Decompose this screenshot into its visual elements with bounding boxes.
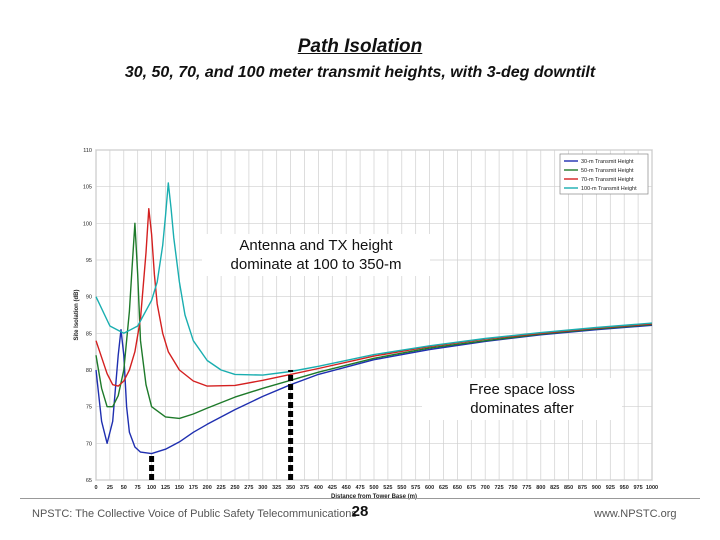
x-tick-label: 350 [286,485,295,491]
x-tick-label: 500 [369,485,378,491]
footer-divider [20,498,700,499]
antenna-callout-line1: Antenna and TX height [239,237,393,254]
antenna-callout: Antenna and TX height dominate at 100 to… [202,234,430,276]
x-tick-label: 400 [314,485,323,491]
isolation-chart: 0 25 50 75 100 125 150 175 200 225 250 275 300 325 350… [74,148,658,500]
y-axis-label: Site Isolation (dB) [74,289,80,340]
legend-label: 100-m Transmit Height [581,186,637,192]
x-tick-label: 800 [536,485,545,491]
x-tick-label: 50 [121,485,127,491]
series-line [95,324,653,455]
series-line [95,208,653,387]
x-axis-label: Distance from Tower Base (m) [331,494,417,500]
x-tick-label: 675 [467,485,476,491]
y-tick-label: 100 [83,221,92,227]
x-tick-label: 250 [230,485,239,491]
legend-label: 30-m Transmit Height [581,159,634,165]
y-tick-label: 70 [86,441,92,447]
page-number: 28 [351,503,369,520]
x-tick-label: 650 [453,485,462,491]
series-line [95,182,653,376]
slide-title: Path Isolation [297,36,423,57]
x-tick-label: 625 [439,485,448,491]
x-tick-label: 200 [203,485,212,491]
y-tick-label: 90 [86,295,92,301]
x-tick-label: 575 [411,485,420,491]
x-tick-label: 25 [107,485,113,491]
x-tick-label: 275 [244,485,253,491]
x-tick-label: 225 [217,485,226,491]
y-tick-label: 80 [86,368,92,374]
y-tick-label: 75 [86,405,92,411]
antenna-callout-line2: dominate at 100 to 350-m [230,256,402,273]
y-tick-label: 95 [86,258,92,264]
x-tick-label: 700 [481,485,490,491]
footer-url[interactable]: www.NPSTC.org [594,508,677,520]
x-tick-label: 175 [189,485,198,491]
y-tick-label: 85 [86,331,92,337]
x-tick-label: 900 [592,485,601,491]
slide-subtitle: 30, 50, 70, and 100 meter transmit heigh… [124,64,596,81]
x-tick-label: 75 [135,485,141,491]
x-tick-label: 950 [620,485,629,491]
y-tick-label: 110 [83,148,92,154]
series-line [95,222,653,420]
x-tick-label: 875 [578,485,587,491]
x-tick-label: 750 [508,485,517,491]
x-tick-label: 775 [522,485,531,491]
x-tick-label: 825 [550,485,559,491]
x-tick-label: 325 [272,485,281,491]
freespace-callout-line1: Free space loss [469,381,575,398]
freespace-callout: Free space loss dominates after [422,378,622,420]
legend-label: 50-m Transmit Height [581,168,634,174]
x-tick-label: 600 [425,485,434,491]
x-tick-label: 150 [175,485,184,491]
y-tick-label: 105 [83,185,92,191]
x-tick-label: 100 [147,485,156,491]
x-tick-label: 925 [606,485,615,491]
legend-label: 70-m Transmit Height [581,177,634,183]
x-tick-label: 300 [258,485,267,491]
x-tick-label: 125 [161,485,170,491]
x-tick-label: 425 [328,485,337,491]
x-tick-label: 550 [397,485,406,491]
x-tick-label: 450 [342,485,351,491]
x-tick-label: 725 [495,485,504,491]
freespace-callout-line2: dominates after [470,400,574,417]
x-tick-label: 850 [564,485,573,491]
x-tick-label: 975 [634,485,643,491]
x-tick-label: 1000 [646,485,658,491]
x-tick-label: 475 [356,485,365,491]
y-tick-label: 65 [86,478,92,484]
x-tick-label: 525 [383,485,392,491]
x-tick-label: 375 [300,485,309,491]
x-tick-label: 0 [94,485,97,491]
footer-org: NPSTC: The Collective Voice of Public Sa… [32,508,357,520]
